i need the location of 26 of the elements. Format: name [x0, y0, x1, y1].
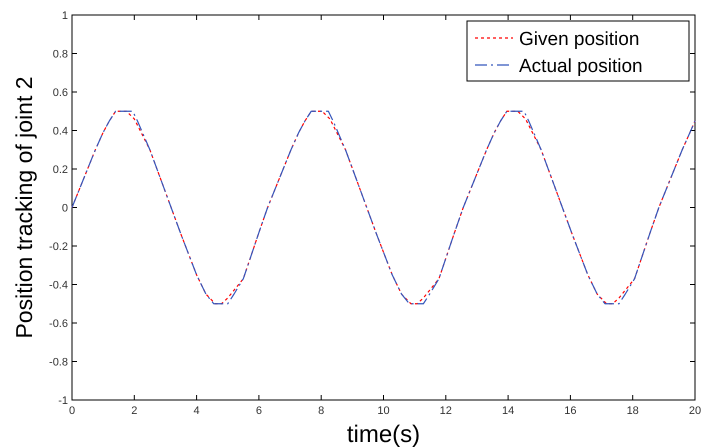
y-tick-label: -0.2	[49, 241, 68, 253]
legend-label: Given position	[519, 29, 640, 50]
x-tick-label: 10	[377, 405, 390, 417]
y-tick-label: 0.6	[52, 87, 68, 99]
x-tick-label: 18	[626, 405, 639, 417]
x-tick-label: 12	[440, 405, 452, 417]
y-tick-label: -1	[58, 395, 68, 407]
y-tick-label: 0	[62, 202, 68, 214]
legend-label: Actual position	[519, 56, 643, 77]
x-tick-label: 8	[318, 405, 324, 417]
x-tick-label: 20	[688, 405, 702, 417]
y-tick-label: -0.6	[49, 318, 68, 330]
line-series	[71, 110, 696, 304]
x-tick-label: 4	[194, 405, 200, 417]
y-tick-label: -0.4	[49, 280, 68, 292]
y-tick-label: 0.2	[52, 164, 68, 176]
x-tick-label: 16	[564, 405, 577, 417]
y-axis-title: Position tracking of joint 2	[11, 76, 37, 339]
y-tick-label: 0.4	[52, 126, 68, 138]
y-tick-label: -0.8	[49, 356, 68, 368]
x-axis-title: time(s)	[346, 421, 420, 447]
x-tick-label: 14	[502, 405, 514, 417]
x-tick-label: 2	[131, 405, 138, 417]
x-tick-label: 6	[256, 405, 262, 417]
y-tick-label: 1	[62, 10, 68, 22]
y-tick-label: 0.8	[52, 48, 68, 60]
